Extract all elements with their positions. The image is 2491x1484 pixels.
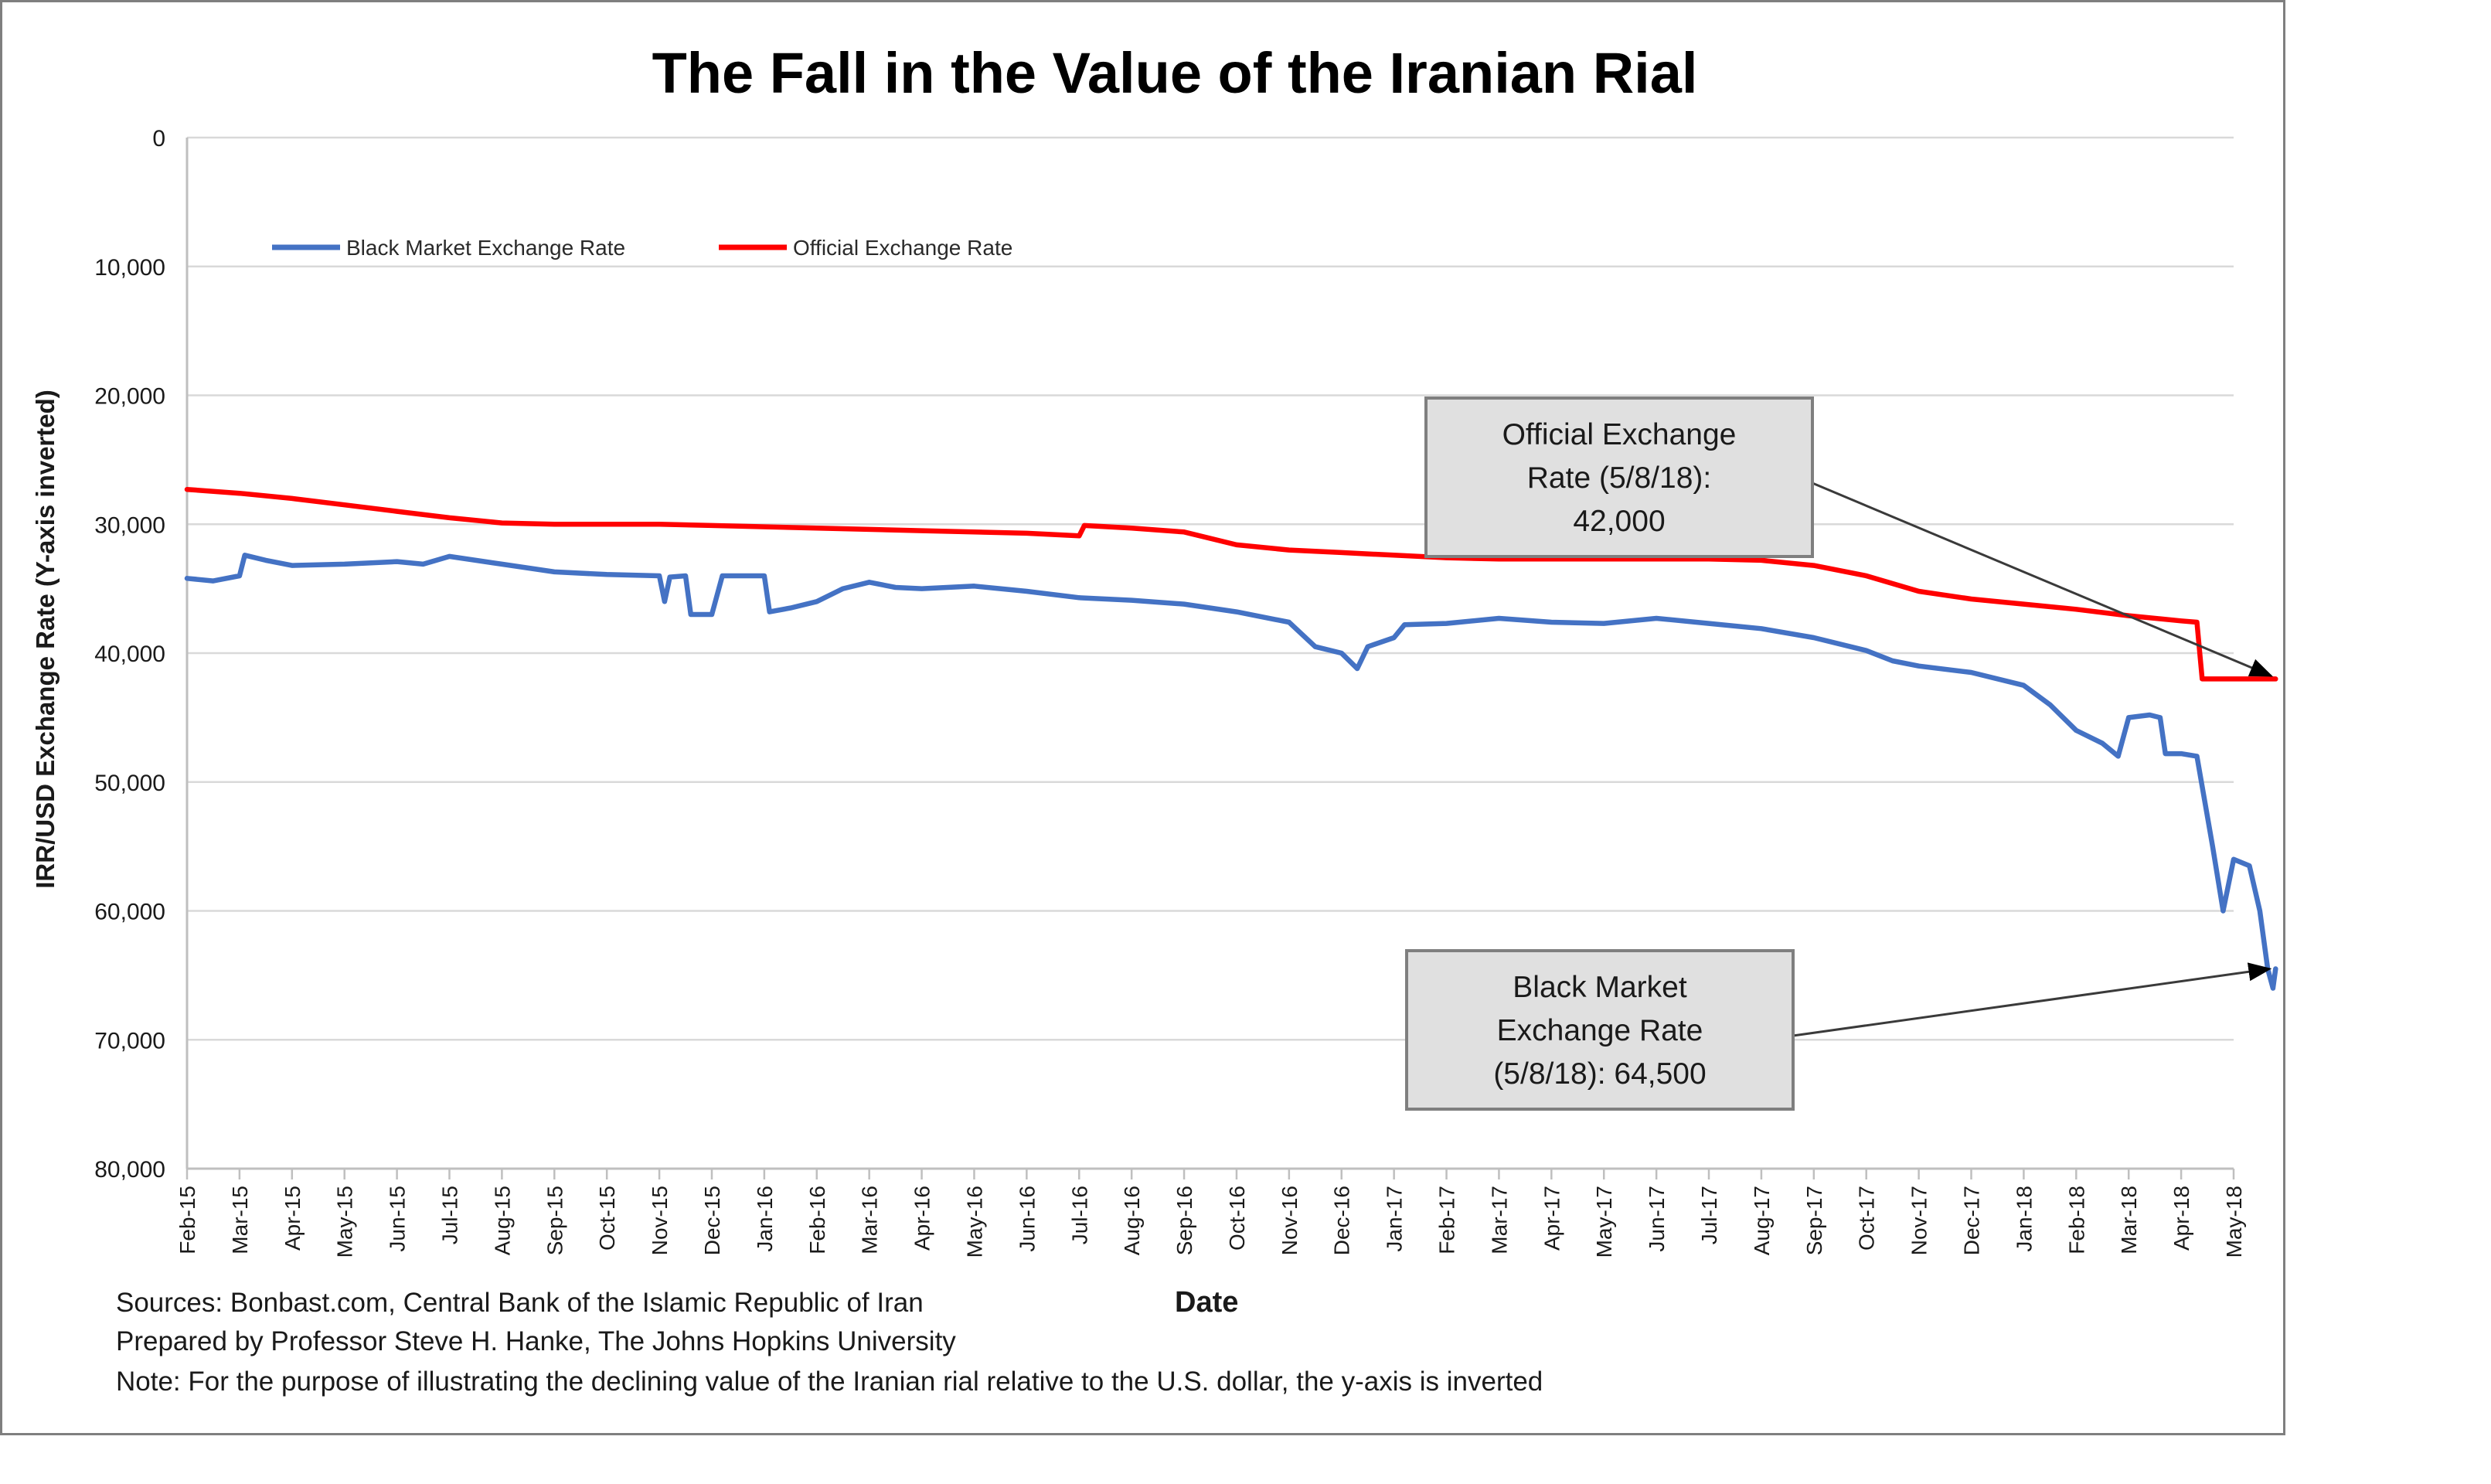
x-tick-label: Jul-17 — [1697, 1186, 1721, 1244]
x-tick-label: May-17 — [1592, 1186, 1616, 1258]
x-tick-label: Feb-18 — [2064, 1186, 2088, 1254]
prepared-by-note: Prepared by Professor Steve H. Hanke, Th… — [116, 1326, 956, 1356]
inverted-axis-note: Note: For the purpose of illustrating th… — [116, 1367, 1543, 1397]
x-tick-label: Mar-18 — [2117, 1186, 2141, 1254]
black-callout-text: Exchange Rate — [1497, 1014, 1703, 1047]
x-tick-label: May-15 — [333, 1186, 357, 1258]
x-tick-label: Oct-17 — [1855, 1186, 1879, 1251]
x-axis-title: Date — [1175, 1286, 1239, 1319]
sources-note: Sources: Bonbast.com, Central Bank of th… — [116, 1288, 924, 1318]
x-tick-label: Apr-16 — [910, 1186, 934, 1251]
x-tick-label: Nov-15 — [648, 1186, 672, 1255]
y-tick-label: 10,000 — [94, 255, 165, 281]
legend-label: Official Exchange Rate — [793, 236, 1012, 260]
y-tick-label: 30,000 — [94, 512, 165, 538]
axes: 0 10,000 20,000 30,000 40,000 50,000 60,000 70,… — [94, 126, 2246, 1258]
black-callout-text: Black Market — [1513, 971, 1687, 1004]
x-tick-label: Jun-17 — [1645, 1186, 1669, 1252]
official-series-line — [184, 486, 2278, 682]
gridlines — [187, 136, 2234, 1170]
x-tick-label: Apr-17 — [1540, 1186, 1564, 1251]
x-tick-label: Aug-16 — [1120, 1186, 1144, 1255]
x-tick-label: Feb-17 — [1435, 1186, 1459, 1254]
y-tick-label: 80,000 — [94, 1157, 165, 1183]
black-callout-arrow — [1792, 962, 2272, 1037]
x-tick-label: Aug-17 — [1750, 1186, 1774, 1255]
x-tick-label: Jan-17 — [1383, 1186, 1407, 1252]
x-tick-label: May-16 — [962, 1186, 986, 1258]
legend-label: Black Market Exchange Rate — [346, 236, 625, 260]
official-callout-text: Rate (5/8/18): — [1527, 461, 1711, 495]
x-tick-label: Oct-15 — [595, 1186, 619, 1251]
x-tick-label: Nov-16 — [1278, 1186, 1302, 1255]
official-callout-text: Official Exchange — [1502, 418, 1737, 451]
x-tick-label: Feb-16 — [805, 1186, 829, 1254]
series-lines — [184, 486, 2278, 991]
x-tick-label: May-18 — [2222, 1186, 2246, 1258]
x-tick-label: Sep-15 — [543, 1186, 567, 1255]
x-tick-label: Oct-16 — [1225, 1186, 1249, 1251]
chart-title: The Fall in the Value of the Iranian Ria… — [652, 41, 1698, 105]
y-tick-label: 0 — [152, 126, 165, 151]
x-tick-label: Jan-16 — [753, 1186, 777, 1252]
x-tick-label: Feb-15 — [175, 1186, 199, 1254]
x-tick-label: Jun-15 — [386, 1186, 410, 1252]
official-callout-box — [1424, 397, 1814, 558]
x-tick-label: Sep-16 — [1172, 1186, 1196, 1255]
x-tick-label: Jul-15 — [437, 1186, 461, 1244]
y-tick-label: 70,000 — [94, 1028, 165, 1053]
x-tick-label: Nov-17 — [1907, 1186, 1931, 1255]
x-tick-label: Aug-15 — [490, 1186, 514, 1255]
black-callout-text: (5/8/18): 64,500 — [1493, 1057, 1706, 1091]
x-tick-label: Mar-17 — [1487, 1186, 1511, 1254]
black-callout-box — [1405, 949, 1795, 1111]
legend: Black Market Exchange Rate Official Excha… — [272, 236, 1012, 260]
y-axis-title: IRR/USD Exchange Rate (Y-axis inverted) — [31, 390, 60, 889]
x-tick-label: Mar-15 — [228, 1186, 252, 1254]
x-tick-label: Apr-15 — [281, 1186, 305, 1251]
x-tick-label: Jan-18 — [2012, 1186, 2036, 1252]
annotations: Official Exchange Rate (5/8/18): 42,000 Bla… — [1405, 397, 2274, 1111]
y-tick-label: 20,000 — [94, 384, 165, 410]
x-tick-label: Jul-16 — [1067, 1186, 1091, 1244]
official-callout-text: 42,000 — [1573, 505, 1665, 538]
chart-frame — [0, 0, 2285, 1435]
x-tick-label: Dec-17 — [1960, 1186, 1984, 1255]
y-tick-label: 60,000 — [94, 900, 165, 925]
x-tick-label: Apr-18 — [2169, 1186, 2193, 1251]
official-callout-arrow — [1812, 482, 2274, 677]
y-tick-label: 50,000 — [94, 771, 165, 796]
x-tick-label: Dec-15 — [700, 1186, 724, 1255]
x-tick-label: Dec-16 — [1330, 1186, 1354, 1255]
x-tick-label: Mar-16 — [858, 1186, 882, 1254]
x-tick-label: Sep-17 — [1802, 1186, 1826, 1255]
y-tick-label: 40,000 — [94, 642, 165, 667]
x-tick-label: Jun-16 — [1015, 1186, 1039, 1252]
black-market-series-line — [184, 553, 2278, 991]
